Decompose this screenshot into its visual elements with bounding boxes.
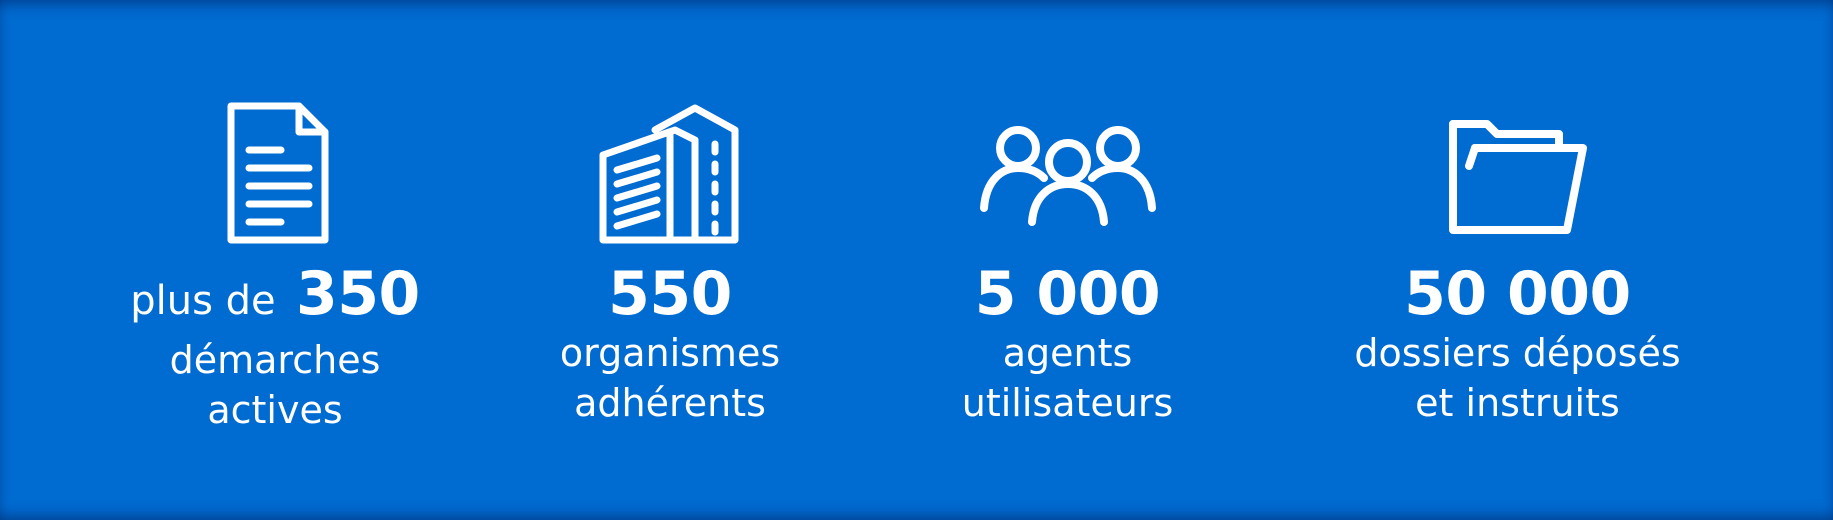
stat-value-line: 5 000 — [915, 260, 1220, 328]
stat-value: 50 000 — [1404, 259, 1631, 329]
stat-label-line2: actives — [207, 388, 343, 432]
stat-label-line1: démarches — [169, 338, 381, 382]
stat-value-line: 550 — [520, 260, 820, 328]
stat-value: 350 — [296, 259, 420, 329]
stat-agents: 5 000 agents utilisateurs — [915, 100, 1220, 428]
stat-dossiers: 50 000 dossiers déposés et instruits — [1325, 100, 1710, 428]
users-icon — [915, 100, 1220, 248]
stat-demarches: plus de 350 démarches actives — [130, 100, 420, 435]
stat-value-line: plus de 350 — [130, 260, 420, 335]
stat-prefix: plus de — [130, 278, 276, 324]
folder-icon — [1325, 100, 1710, 248]
stat-label-line1: organismes — [559, 331, 781, 375]
stat-value: 5 000 — [974, 259, 1161, 329]
stat-value-line: 50 000 — [1325, 260, 1710, 328]
stat-label-line1: dossiers déposés — [1354, 331, 1681, 375]
document-icon — [130, 100, 420, 248]
stat-label-line1: agents — [1002, 331, 1133, 375]
stat-organismes: 550 organismes adhérents — [520, 100, 820, 428]
stat-label-line2: adhérents — [574, 381, 766, 425]
stat-value: 550 — [608, 259, 732, 329]
stat-label-line2: et instruits — [1415, 381, 1620, 425]
stat-label-line2: utilisateurs — [961, 381, 1174, 425]
building-icon — [520, 100, 820, 248]
